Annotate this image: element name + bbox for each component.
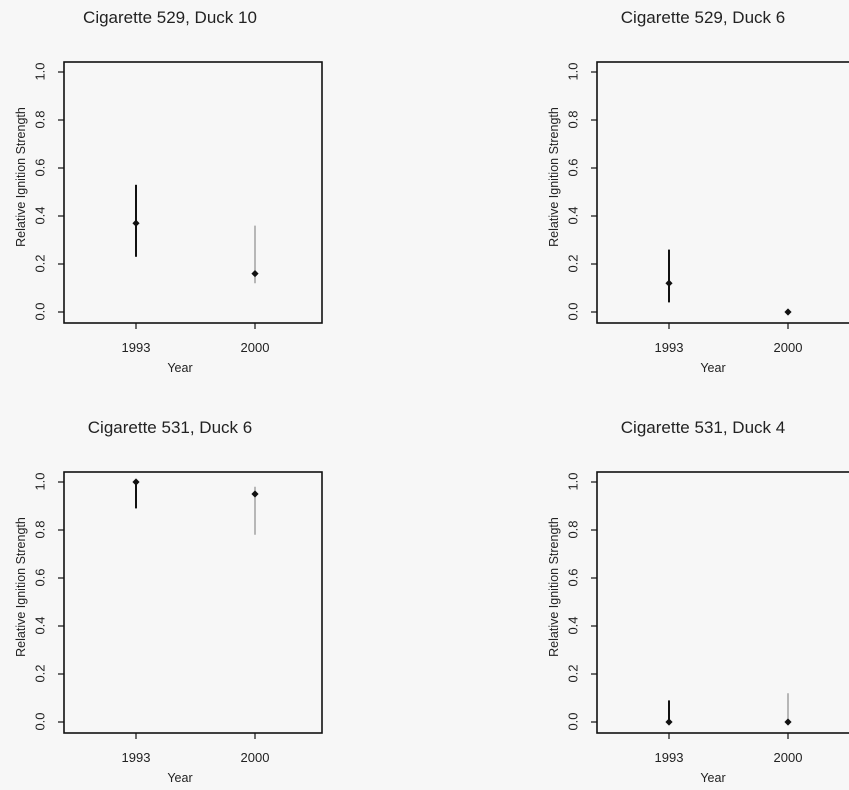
chart-panel: Cigarette 531, Duck 4 Relative Ignition …	[533, 410, 849, 790]
plot-frame	[63, 471, 323, 734]
y-tick-label: 0.0	[565, 712, 581, 731]
plot-frame	[63, 61, 323, 324]
chart-panel: Cigarette 529, Duck 10 Relative Ignition…	[0, 0, 380, 380]
y-tick-label: 0.0	[565, 302, 581, 321]
chart-title: Cigarette 531, Duck 4	[620, 418, 786, 437]
x-tick-label: 1993	[121, 750, 151, 765]
data-point	[132, 478, 140, 486]
plot-area	[58, 61, 323, 329]
data-point	[251, 490, 259, 498]
y-tick-label: 0.4	[32, 616, 48, 635]
x-tick-label: 2000	[240, 340, 270, 355]
plot-area	[591, 471, 849, 739]
x-axis-label: Year	[700, 771, 726, 785]
x-tick-label: 2000	[240, 750, 270, 765]
y-tick-label: 0.8	[565, 520, 581, 539]
x-tick-label: 1993	[121, 340, 151, 355]
y-tick-label: 0.0	[32, 302, 48, 321]
plot-area	[591, 61, 849, 329]
y-tick-label: 1.0	[565, 472, 581, 491]
y-tick-label: 1.0	[32, 472, 48, 491]
data-point	[784, 718, 792, 726]
y-tick-label: 0.8	[32, 520, 48, 539]
y-tick-label: 0.0	[32, 712, 48, 731]
y-tick-label: 1.0	[32, 62, 48, 81]
chart-panel: Cigarette 529, Duck 6 Relative Ignition …	[533, 0, 849, 380]
chart-panel: Cigarette 531, Duck 6 Relative Ignition …	[0, 410, 380, 790]
y-tick-label: 0.2	[565, 254, 581, 273]
data-point	[784, 308, 792, 316]
y-tick-label: 0.6	[32, 158, 48, 177]
x-axis-label: Year	[167, 771, 193, 785]
y-tick-label: 0.2	[565, 664, 581, 683]
y-tick-label: 0.6	[565, 158, 581, 177]
y-tick-label: 0.4	[565, 616, 581, 635]
plot-frame	[596, 471, 849, 734]
data-point	[665, 279, 673, 287]
y-tick-label: 0.6	[32, 568, 48, 587]
y-tick-label: 0.4	[32, 206, 48, 225]
x-axis-label: Year	[700, 361, 726, 375]
y-tick-label: 0.2	[32, 254, 48, 273]
x-tick-label: 1993	[654, 340, 684, 355]
y-tick-label: 1.0	[565, 62, 581, 81]
x-tick-label: 1993	[654, 750, 684, 765]
data-point	[132, 219, 140, 227]
plot-frame	[596, 61, 849, 324]
y-tick-label: 0.8	[32, 110, 48, 129]
plot-area	[58, 471, 323, 739]
chart-title: Cigarette 531, Duck 6	[87, 418, 253, 437]
y-tick-label: 0.6	[565, 568, 581, 587]
x-tick-label: 2000	[773, 340, 803, 355]
data-point	[251, 270, 259, 278]
chart-title: Cigarette 529, Duck 10	[83, 8, 257, 27]
y-tick-label: 0.4	[565, 206, 581, 225]
y-tick-label: 0.2	[32, 664, 48, 683]
data-point	[665, 718, 673, 726]
chart-title: Cigarette 529, Duck 6	[620, 8, 786, 27]
y-tick-label: 0.8	[565, 110, 581, 129]
x-tick-label: 2000	[773, 750, 803, 765]
x-axis-label: Year	[167, 361, 193, 375]
